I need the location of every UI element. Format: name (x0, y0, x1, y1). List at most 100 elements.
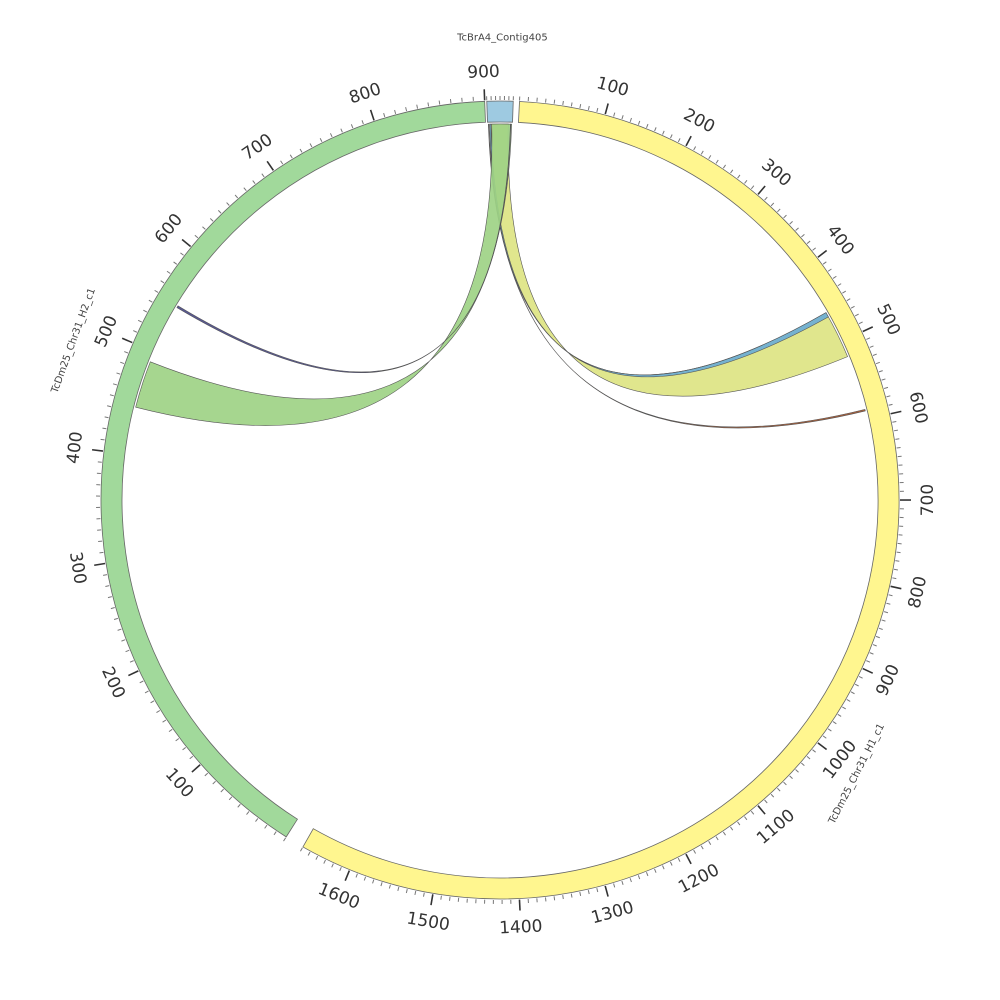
minor-tick-h1 (637, 875, 641, 880)
minor-tick-h1 (388, 884, 391, 889)
minor-tick-h1 (613, 883, 616, 888)
minor-tick-h2 (120, 361, 125, 365)
major-tick-h2 (121, 337, 133, 344)
minor-tick-h2 (116, 372, 121, 375)
minor-tick-h2 (105, 585, 110, 587)
minor-tick-h1 (355, 873, 358, 878)
ideogram-layer (100, 100, 900, 900)
tick-label-h1: 400 (822, 221, 858, 259)
minor-tick-h2 (144, 690, 149, 694)
minor-tick-h2 (217, 210, 222, 214)
chromosome-name-contig: TcBrA4_Contig405 (456, 33, 548, 44)
tick-label-h1: 1200 (675, 860, 723, 898)
tick-label-h1: 1300 (589, 898, 636, 929)
minor-tick-h1 (596, 107, 599, 113)
minor-tick-h2 (299, 148, 303, 153)
minor-tick-h2 (383, 112, 386, 118)
minor-tick-h1 (872, 353, 877, 356)
minor-tick-h2 (255, 818, 259, 822)
links-layer (135, 123, 866, 429)
tick-label-h2: 400 (63, 430, 87, 465)
minor-tick-h1 (722, 164, 727, 169)
minor-tick-h1 (892, 577, 897, 580)
tick-label-h1: 1600 (315, 879, 363, 914)
minor-tick-h1 (895, 560, 900, 562)
minor-tick-h1 (764, 799, 768, 804)
minor-tick-h2 (234, 194, 239, 199)
minor-tick-h1 (893, 568, 898, 571)
minor-tick-h2 (194, 234, 199, 239)
minor-tick-h2 (309, 143, 313, 148)
major-tick-h1 (685, 135, 692, 147)
minor-tick-h2 (280, 160, 284, 165)
minor-tick-h1 (637, 120, 641, 125)
ideogram-h1 (302, 101, 900, 900)
minor-tick-h1 (307, 851, 311, 856)
minor-tick-h2 (117, 628, 122, 631)
tick-label-h1: 800 (905, 574, 932, 610)
minor-tick-h1 (662, 130, 665, 135)
minor-tick-h1 (846, 298, 851, 302)
minor-tick-h1 (846, 698, 851, 702)
tick-label-h1: 900 (872, 661, 904, 699)
minor-tick-h2 (148, 299, 153, 303)
minor-tick-h1 (878, 370, 883, 373)
minor-tick-h1 (801, 234, 805, 238)
minor-tick-h1 (896, 551, 901, 554)
minor-tick-h1 (854, 683, 859, 687)
minor-tick-h1 (449, 896, 451, 901)
minor-tick-h2 (137, 319, 142, 323)
minor-tick-h2 (405, 107, 408, 112)
minor-tick-h1 (875, 635, 880, 639)
minor-tick-h1 (708, 840, 712, 845)
minor-tick-h2 (180, 252, 184, 256)
major-tick-h1 (518, 899, 521, 911)
minor-tick-h1 (837, 713, 842, 717)
minor-tick-h1 (646, 123, 649, 128)
minor-tick-h1 (895, 438, 900, 440)
minor-tick-h1 (397, 886, 400, 891)
major-tick-h1 (890, 410, 902, 415)
minor-tick-h1 (832, 721, 837, 725)
tick-label-h2: 700 (238, 130, 276, 165)
tick-label-h2: 300 (65, 550, 90, 585)
minor-tick-h1 (670, 134, 673, 139)
tick-label-h1: 300 (757, 155, 795, 191)
minor-tick-h1 (886, 602, 891, 605)
minor-tick-h1 (715, 159, 719, 164)
minor-tick-h1 (878, 627, 883, 630)
minor-tick-h1 (621, 880, 624, 885)
minor-tick-h2 (340, 128, 343, 133)
tick-label-h2: 600 (151, 210, 187, 248)
minor-tick-h1 (806, 756, 811, 760)
minor-tick-h1 (858, 675, 863, 679)
minor-tick-h1 (380, 882, 383, 887)
minor-tick-h1 (842, 290, 847, 294)
minor-tick-h2 (189, 755, 194, 760)
minor-tick-h1 (789, 775, 793, 780)
major-tick-h1 (685, 853, 692, 865)
tick-label-h1: 700 (918, 484, 938, 516)
minor-tick-h2 (416, 104, 419, 109)
minor-tick-h2 (129, 660, 134, 663)
minor-tick-h2 (110, 607, 115, 610)
minor-tick-h2 (99, 551, 104, 554)
link-contig-h2-line (176, 123, 512, 374)
minor-tick-h2 (438, 100, 441, 105)
major-tick-h2 (128, 670, 139, 677)
tick-label-h2: 800 (347, 79, 384, 108)
minor-tick-h1 (570, 893, 573, 898)
minor-tick-h1 (812, 247, 816, 251)
major-tick-h2 (181, 238, 192, 248)
minor-tick-h2 (246, 811, 250, 815)
minor-tick-h2 (243, 187, 247, 192)
major-tick-h1 (430, 894, 434, 906)
minor-tick-h1 (587, 890, 590, 895)
minor-tick-h2 (156, 710, 161, 714)
minor-tick-h2 (237, 803, 241, 808)
minor-tick-h2 (107, 405, 112, 408)
minor-tick-h1 (730, 826, 734, 831)
minor-tick-h2 (319, 138, 323, 143)
tick-label-h2: 200 (97, 664, 129, 702)
minor-tick-h2 (252, 180, 256, 184)
